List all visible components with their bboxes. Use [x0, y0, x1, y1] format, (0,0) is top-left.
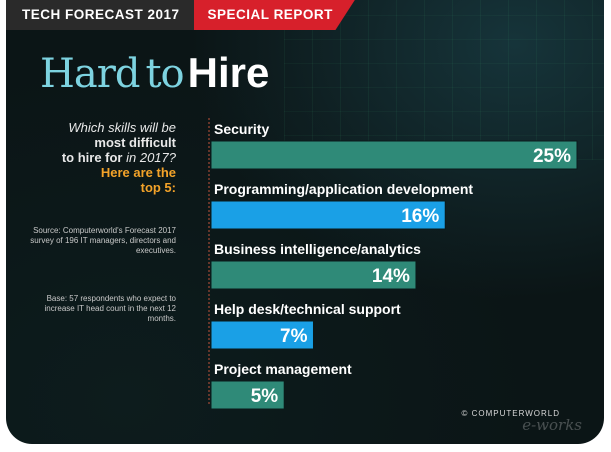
watermark-logo: e-works [522, 416, 582, 434]
value-label: 25% [533, 146, 571, 167]
bar [210, 200, 446, 230]
question-accent-2: top 5: [140, 180, 176, 195]
banner-section-label: TECH FORECAST 2017 [6, 0, 194, 30]
category-label: Programming/application development [214, 181, 473, 197]
question-accent-1: Here are the [100, 165, 176, 180]
question-line-1: Which skills will be [68, 120, 176, 135]
banner-report-label: SPECIAL REPORT [193, 0, 355, 30]
question-line-2: most difficult [94, 135, 176, 150]
category-label: Security [214, 121, 269, 137]
question-line-3-bold: to hire for [61, 150, 123, 165]
value-label: 16% [401, 206, 439, 227]
category-label: Project management [214, 361, 352, 377]
headline-word-hire: Hire [187, 49, 270, 96]
bars-group: Security 25% Programming/application devel… [210, 121, 578, 410]
value-label: 14% [372, 266, 410, 287]
value-label: 7% [280, 326, 308, 347]
category-label: Help desk/technical support [214, 301, 401, 317]
bar [210, 140, 578, 170]
base-note: Base: 57 respondents who expect to incre… [44, 294, 177, 323]
intro-question: Which skills will be most difficult to h… [26, 120, 176, 195]
bar [210, 380, 285, 410]
top-banner: TECH FORECAST 2017 SPECIAL REPORT [6, 0, 355, 30]
source-note: Source: Computerworld's Forecast 2017 su… [30, 226, 176, 255]
category-label: Business intelligence/analytics [214, 241, 421, 257]
copyright-credit: © COMPUTERWORLD [461, 409, 560, 418]
bar [210, 320, 314, 350]
question-line-3-rest: in 2017? [122, 150, 176, 165]
value-label: 5% [251, 386, 279, 407]
headline-word-hard: Hard [40, 51, 140, 97]
headline-word-to: to [145, 51, 184, 97]
bar [210, 260, 417, 290]
headline: Hard toHire [40, 49, 270, 97]
